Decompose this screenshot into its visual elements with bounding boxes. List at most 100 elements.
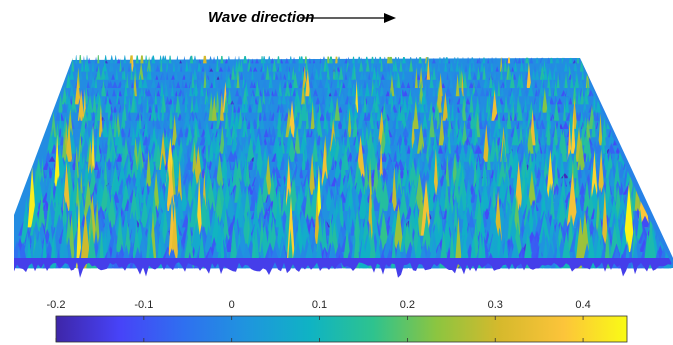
wave-crest xyxy=(436,62,441,72)
wave-crest xyxy=(513,112,518,121)
wave-crest xyxy=(396,164,403,195)
wave-crest xyxy=(435,86,442,113)
wave-crest xyxy=(560,173,569,179)
wave-crest xyxy=(236,69,240,88)
wave-crest xyxy=(344,72,348,80)
wave-crest xyxy=(127,95,131,113)
wave-crest xyxy=(69,67,75,80)
wave-crest xyxy=(426,86,429,97)
wave-crest xyxy=(546,122,551,146)
wave-crest xyxy=(578,163,582,179)
wave-crest xyxy=(419,67,423,88)
wave-crest xyxy=(259,89,263,97)
wave-crest xyxy=(120,77,126,88)
wave-crest xyxy=(380,73,385,80)
colorbar-tick-label: 0 xyxy=(229,299,235,311)
wave-crest xyxy=(115,68,119,80)
wave-crest xyxy=(258,112,263,121)
wave-crest xyxy=(540,128,545,146)
wave-crest xyxy=(495,70,498,80)
wave-crest xyxy=(360,124,365,146)
wave-crest xyxy=(118,90,122,97)
wave-crest xyxy=(123,55,127,64)
wave-crest xyxy=(341,112,347,129)
wave-crest xyxy=(61,131,67,162)
wave-crest xyxy=(79,115,87,138)
wave-crest xyxy=(563,100,566,121)
wave-crest xyxy=(504,75,507,88)
wave-crest xyxy=(98,130,106,146)
wave-crest xyxy=(204,126,212,146)
wave-crest xyxy=(487,63,492,72)
wave-crest xyxy=(104,67,109,80)
wave-crest xyxy=(292,71,298,88)
wave-crest xyxy=(495,90,498,105)
wave-crest xyxy=(293,166,302,187)
wave-crest xyxy=(455,60,460,72)
wave-crest xyxy=(396,72,401,88)
wave-crest xyxy=(573,60,578,72)
colorbar-tick-label: 0.4 xyxy=(575,299,590,311)
wave-crest xyxy=(526,123,534,154)
wave-crest xyxy=(92,182,99,195)
wave-crest xyxy=(164,83,169,97)
wave-crest xyxy=(564,72,568,88)
wave-crest xyxy=(393,129,399,146)
wave-crest xyxy=(301,80,306,105)
wave-crest xyxy=(263,128,269,138)
wave-crest xyxy=(393,137,399,154)
wave-crest xyxy=(516,101,523,121)
wave-crest xyxy=(473,87,479,97)
wave-crest xyxy=(135,55,139,64)
wave-crest xyxy=(318,67,323,80)
wave-crest xyxy=(284,57,289,64)
wave-crest xyxy=(453,55,456,64)
wave-crest xyxy=(91,110,96,121)
wave-crest xyxy=(353,65,357,80)
wave-crest xyxy=(321,94,326,105)
wave-crest xyxy=(553,158,559,187)
wave-crest xyxy=(468,160,476,179)
wave-crest xyxy=(112,88,116,97)
wave-crest xyxy=(117,162,127,187)
wave-crest xyxy=(539,82,545,97)
wave-crest xyxy=(441,157,448,170)
wave-crest xyxy=(335,55,338,64)
wave-crest xyxy=(383,133,392,154)
wave-crest xyxy=(129,84,133,97)
wave-crest xyxy=(338,65,344,80)
wave-crest xyxy=(239,58,243,72)
wave-crest xyxy=(608,196,620,228)
wave-crest xyxy=(247,103,253,113)
wave-crest xyxy=(276,109,283,129)
wave-crest xyxy=(585,67,590,88)
wave-crest xyxy=(215,90,220,113)
wave-crest xyxy=(130,93,136,113)
wave-crest xyxy=(212,75,216,88)
wave-crest xyxy=(336,74,340,88)
wave-crest xyxy=(553,80,558,97)
wave-crest xyxy=(457,192,465,220)
colorbar-tick-label: -0.1 xyxy=(134,299,153,311)
wave-crest xyxy=(508,65,512,80)
wave-crest xyxy=(460,61,463,72)
wave-crest xyxy=(287,82,293,88)
wave-crest xyxy=(246,108,251,121)
wave-crest xyxy=(411,71,415,80)
wave-crest xyxy=(453,71,457,80)
wave-crest xyxy=(444,143,451,162)
wave-crest xyxy=(262,59,265,72)
wave-crest xyxy=(203,69,207,88)
wave-crest xyxy=(216,55,219,64)
wave-crest xyxy=(215,58,219,72)
wave-crest xyxy=(174,114,181,129)
wave-crest xyxy=(591,115,596,138)
wave-crest xyxy=(48,181,55,211)
wave-crest xyxy=(361,77,365,88)
wave-crest xyxy=(596,111,600,121)
wave-crest xyxy=(335,92,340,105)
wave-crest xyxy=(334,66,340,80)
wave-crest xyxy=(81,138,90,154)
wave-crest xyxy=(540,106,544,121)
wave-crest xyxy=(357,101,363,113)
